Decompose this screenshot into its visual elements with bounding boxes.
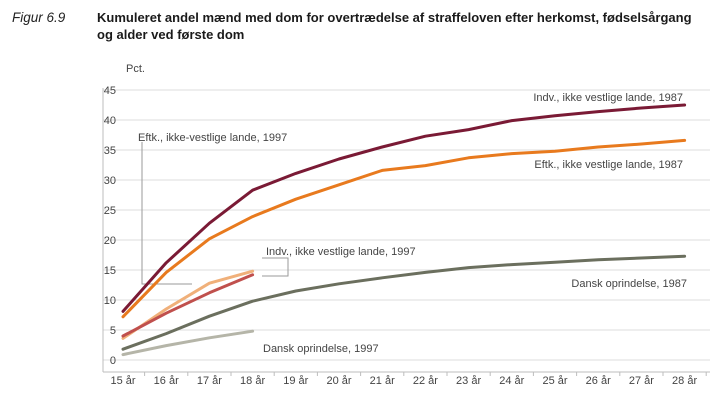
series-annotation: Dansk oprindelse, 1997 xyxy=(263,343,379,355)
series-line-5 xyxy=(121,329,255,357)
annotation-leader xyxy=(141,142,192,285)
y-tick-label: 25 xyxy=(104,205,116,217)
series-line-4 xyxy=(121,273,255,338)
x-tick-label: 20 år xyxy=(326,375,351,387)
x-tick-label: 28 år xyxy=(672,375,697,387)
series-annotation: Eftk., ikke-vestlige lande, 1997 xyxy=(138,132,287,144)
series-line-2 xyxy=(121,254,687,351)
series-annotation: Indv., ikke vestlige lande, 1997 xyxy=(266,246,416,258)
y-tick-label: 15 xyxy=(104,265,116,277)
x-tick-label: 21 år xyxy=(370,375,395,387)
x-tick-label: 22 år xyxy=(413,375,438,387)
series-annotation: Indv., ikke vestlige lande, 1987 xyxy=(533,92,683,104)
y-tick-label: 45 xyxy=(104,85,116,97)
x-tick-label: 24 år xyxy=(499,375,524,387)
y-tick-labels: 0 5 10 15 20 25 30 35 40 45 xyxy=(104,85,116,367)
series-line-1 xyxy=(121,138,687,319)
x-tick-labels: 15 år 16 år 17 år 18 år 19 år 20 år 21 år 22 år… xyxy=(110,372,707,387)
figure-label: Figur 6.9 xyxy=(12,10,66,25)
x-tick-label: 19 år xyxy=(283,375,308,387)
annotation-leaders xyxy=(141,142,289,285)
y-tick-label: 40 xyxy=(104,115,116,127)
x-tick-label: 26 år xyxy=(586,375,611,387)
chart-title: Kumuleret andel mænd med dom for overtræ… xyxy=(97,10,692,42)
series-annotation: Dansk oprindelse, 1987 xyxy=(571,278,687,290)
x-tick-label: 23 år xyxy=(456,375,481,387)
x-tick-label: 16 år xyxy=(154,375,179,387)
gridlines xyxy=(102,88,710,373)
series-line-0 xyxy=(121,103,687,313)
y-axis-label: Pct. xyxy=(126,63,145,75)
y-tick-label: 20 xyxy=(104,235,116,247)
y-tick-label: 0 xyxy=(110,355,116,367)
x-tick-label: 18 år xyxy=(240,375,265,387)
series-annotations: Indv., ikke vestlige lande, 1987 Eftk., i… xyxy=(138,92,687,355)
y-tick-label: 35 xyxy=(104,145,116,157)
y-tick-label: 30 xyxy=(104,175,116,187)
x-tick-label: 27 år xyxy=(629,375,654,387)
series-annotation: Eftk., ikke vestlige lande, 1987 xyxy=(534,159,683,171)
x-tick-label: 15 år xyxy=(110,375,135,387)
series-lines xyxy=(121,103,687,357)
x-tick-label: 17 år xyxy=(197,375,222,387)
annotation-leader xyxy=(262,257,289,277)
y-tick-label: 5 xyxy=(110,325,116,337)
x-tick-label: 25 år xyxy=(542,375,567,387)
y-tick-label: 10 xyxy=(104,295,116,307)
